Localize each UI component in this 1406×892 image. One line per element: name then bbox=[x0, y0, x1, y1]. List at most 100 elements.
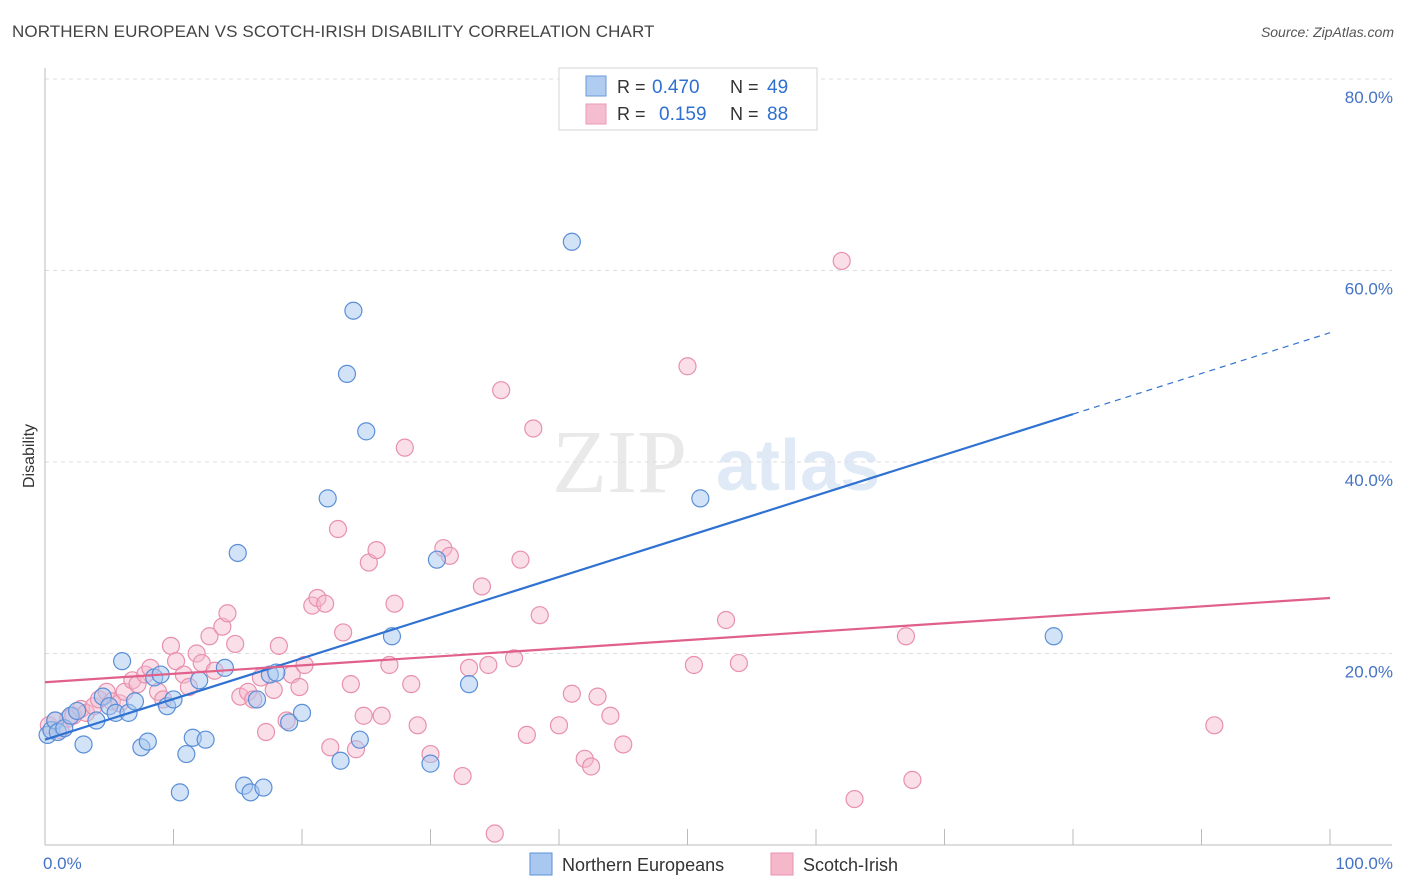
northern-european-point bbox=[459, 675, 479, 694]
scotch-irish-point bbox=[321, 738, 340, 757]
northern-european-point bbox=[170, 783, 190, 802]
scotch-irish-point bbox=[517, 725, 536, 744]
northern-european-point bbox=[280, 713, 299, 732]
scotch-irish-point bbox=[492, 381, 511, 400]
scotch-irish-point bbox=[187, 644, 206, 663]
scotch-irish-point bbox=[530, 606, 549, 625]
scotch-irish-point bbox=[166, 652, 186, 671]
legend-n-value-2: 88 bbox=[767, 104, 788, 125]
scotch-irish-point bbox=[316, 594, 335, 613]
northern-european-point bbox=[138, 732, 157, 751]
scotch-irish-point bbox=[408, 716, 427, 735]
y-tick-label: 60.0% bbox=[1345, 280, 1393, 299]
scotch-irish-point bbox=[161, 636, 181, 655]
scotch-irish-point bbox=[524, 419, 543, 438]
northern-european-point bbox=[331, 751, 350, 770]
scotch-irish-point bbox=[549, 716, 569, 735]
northern-european-point bbox=[344, 301, 363, 320]
scotch-irish-point bbox=[845, 789, 864, 809]
scotch-irish-point bbox=[729, 653, 749, 673]
legend-swatch-pink bbox=[585, 103, 607, 125]
northern-european-point bbox=[112, 652, 132, 671]
scotch-irish-point bbox=[485, 824, 504, 843]
scotch-irish-point bbox=[256, 722, 276, 742]
x-tick-label: 100.0% bbox=[1335, 854, 1393, 873]
source-credit: Source: ZipAtlas.com bbox=[1260, 24, 1394, 40]
y-tick-label: 80.0% bbox=[1345, 88, 1393, 107]
scotch-irish-point bbox=[562, 684, 581, 703]
x-tick-label: 0.0% bbox=[43, 854, 82, 873]
scotch-irish-points bbox=[39, 251, 1224, 843]
y-tick-label: 40.0% bbox=[1345, 471, 1393, 490]
northern-european-point bbox=[254, 778, 273, 797]
northern-european-point bbox=[1044, 627, 1063, 646]
scotch-irish-point bbox=[504, 649, 524, 668]
northern-european-point bbox=[427, 550, 447, 569]
scotch-irish-point bbox=[472, 577, 491, 596]
scotch-irish-point bbox=[684, 655, 704, 675]
northern-european-point bbox=[691, 489, 710, 508]
bottom-legend-swatch-pink bbox=[770, 852, 794, 876]
legend-r-label-1: R = bbox=[617, 77, 646, 97]
scotch-irish-point bbox=[334, 623, 353, 642]
grid bbox=[45, 78, 1392, 654]
scotch-irish-point bbox=[588, 687, 607, 706]
northern-european-point bbox=[562, 232, 581, 251]
axes bbox=[44, 68, 1392, 846]
legend-r-value-2: 0.159 bbox=[659, 104, 707, 125]
bottom-legend-label-blue: Northern Europeans bbox=[562, 855, 724, 875]
scotch-irish-point bbox=[832, 251, 851, 271]
scotch-irish-point bbox=[678, 357, 697, 376]
northern-european-point bbox=[357, 422, 376, 441]
scotch-irish-point bbox=[226, 634, 245, 654]
northern-european-point bbox=[177, 744, 196, 764]
scotch-irish-point bbox=[601, 706, 620, 725]
northern-european-point bbox=[337, 364, 357, 384]
northern-european-trend-line bbox=[44, 413, 1074, 741]
northern-european-point bbox=[74, 735, 93, 754]
scotch-irish-point bbox=[200, 627, 219, 646]
scotch-irish-point bbox=[395, 438, 414, 457]
correlation-legend: R = 0.470 N = 49 R = 0.159 N = 88 bbox=[558, 67, 818, 131]
scotch-irish-point bbox=[354, 706, 373, 725]
scotch-irish-point bbox=[328, 519, 348, 539]
scotch-irish-point bbox=[896, 627, 916, 646]
watermark-atlas: atlas bbox=[716, 426, 880, 506]
scotch-irish-point bbox=[479, 655, 498, 675]
scotch-irish-point bbox=[290, 677, 309, 697]
northern-european-points bbox=[38, 232, 1063, 802]
northern-european-point bbox=[215, 658, 234, 677]
northern-european-point bbox=[196, 730, 215, 749]
scotch-irish-point bbox=[269, 636, 288, 655]
bottom-legend-label-pink: Scotch-Irish bbox=[803, 855, 898, 875]
trend-lines bbox=[44, 332, 1331, 741]
scotch-irish-point bbox=[614, 735, 633, 754]
northern-european-point bbox=[125, 692, 145, 711]
scotch-irish-point bbox=[213, 617, 232, 636]
y-axis-title: Disability bbox=[21, 424, 38, 488]
legend-n-value-1: 49 bbox=[767, 77, 788, 98]
series-legend: Northern Europeans Scotch-Irish bbox=[529, 852, 898, 876]
legend-n-label-1: N = bbox=[730, 77, 759, 97]
scotch-irish-point bbox=[459, 658, 479, 677]
scotch-irish-point bbox=[1205, 716, 1224, 735]
northern-european-point bbox=[421, 754, 440, 773]
legend-n-label-2: N = bbox=[730, 104, 759, 124]
legend-swatch-blue bbox=[585, 75, 607, 97]
bottom-legend-swatch-blue bbox=[529, 852, 553, 876]
legend-r-label-2: R = bbox=[617, 104, 646, 124]
chart-title: NORTHERN EUROPEAN VS SCOTCH-IRISH DISABI… bbox=[12, 22, 655, 41]
tick-labels: 20.0% 40.0% 60.0% 80.0% 0.0% 100.0% bbox=[43, 88, 1393, 873]
northern-european-point bbox=[292, 703, 312, 722]
northern-european-point bbox=[190, 671, 209, 690]
scotch-irish-point bbox=[453, 766, 472, 786]
northern-european-point bbox=[228, 543, 247, 563]
y-tick-label: 20.0% bbox=[1345, 663, 1393, 682]
scotch-irish-point bbox=[367, 540, 386, 560]
scotch-irish-point bbox=[716, 610, 736, 630]
northern-european-point bbox=[247, 690, 267, 709]
legend-r-value-1: 0.470 bbox=[652, 77, 700, 98]
scotch-irish-point bbox=[511, 550, 530, 569]
scotch-irish-point bbox=[903, 770, 922, 789]
